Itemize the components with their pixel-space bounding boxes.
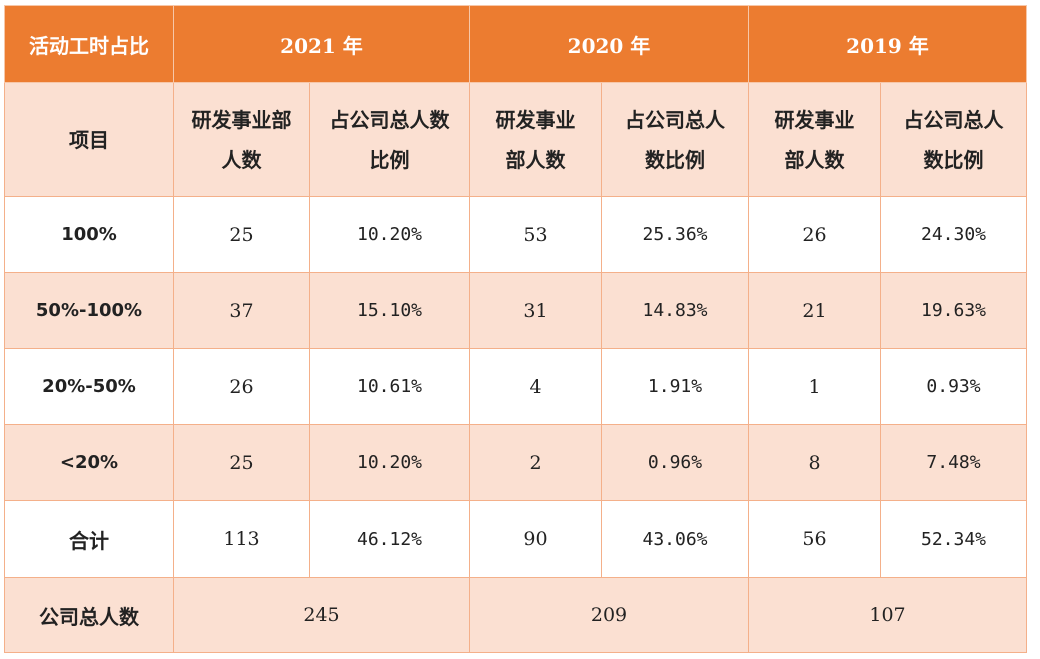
- company-total-label: 公司总人数: [4, 577, 174, 653]
- year-2020-header: 2020 年: [469, 5, 749, 83]
- cell-2021-ratio: 46.12%: [309, 500, 470, 578]
- company-total-2021: 245: [173, 577, 470, 653]
- cell-2020-count: 31: [469, 272, 602, 349]
- header-corner: 活动工时占比: [4, 5, 174, 83]
- table-container: 活动工时占比 2021 年 2020 年 2019 年 项目 研发事业部 人数 占…: [4, 5, 1027, 653]
- cell-2019-ratio: 0.93%: [880, 348, 1027, 425]
- year-2019-header: 2019 年: [748, 5, 1027, 83]
- table-row: 50%-100% 37 15.10% 31 14.83% 21 19.63%: [4, 272, 1027, 349]
- cell-2020-ratio: 14.83%: [601, 272, 749, 349]
- table-row: 20%-50% 26 10.61% 4 1.91% 1 0.93%: [4, 348, 1027, 425]
- cell-2019-count: 21: [748, 272, 881, 349]
- cell-2021-ratio: 10.61%: [309, 348, 470, 425]
- cell-2019-ratio: 7.48%: [880, 424, 1027, 501]
- company-ratio-header-2021: 占公司总人数 比例: [309, 82, 470, 197]
- company-total-2019: 107: [748, 577, 1027, 653]
- cell-2020-count: 4: [469, 348, 602, 425]
- company-total-2020: 209: [469, 577, 749, 653]
- item-header: 项目: [4, 82, 174, 197]
- cell-2020-ratio: 25.36%: [601, 196, 749, 273]
- cell-2021-count: 26: [173, 348, 310, 425]
- cell-2019-count: 26: [748, 196, 881, 273]
- cell-2020-count: 90: [469, 500, 602, 578]
- cell-2020-count: 2: [469, 424, 602, 501]
- cell-2021-count: 25: [173, 196, 310, 273]
- table-row: 100% 25 10.20% 53 25.36% 26 24.30%: [4, 196, 1027, 273]
- cell-2021-count: 113: [173, 500, 310, 578]
- company-total-row: 公司总人数 245 209 107: [4, 577, 1027, 653]
- cell-2021-ratio: 10.20%: [309, 196, 470, 273]
- table-row: <20% 25 10.20% 2 0.96% 8 7.48%: [4, 424, 1027, 501]
- cell-2020-ratio: 0.96%: [601, 424, 749, 501]
- activity-hours-table: 活动工时占比 2021 年 2020 年 2019 年 项目 研发事业部 人数 占…: [4, 5, 1027, 653]
- row-label: <20%: [4, 424, 174, 501]
- cell-2019-count: 56: [748, 500, 881, 578]
- row-label: 20%-50%: [4, 348, 174, 425]
- cell-2020-ratio: 1.91%: [601, 348, 749, 425]
- cell-2020-count: 53: [469, 196, 602, 273]
- total-row: 合计 113 46.12% 90 43.06% 56 52.34%: [4, 500, 1027, 578]
- cell-2021-count: 37: [173, 272, 310, 349]
- dept-count-header-2020: 研发事业 部人数: [469, 82, 602, 197]
- year-2021-header: 2021 年: [173, 5, 470, 83]
- cell-2019-ratio: 19.63%: [880, 272, 1027, 349]
- row-label: 50%-100%: [4, 272, 174, 349]
- company-ratio-header-2019: 占公司总人 数比例: [880, 82, 1027, 197]
- cell-2019-ratio: 52.34%: [880, 500, 1027, 578]
- cell-2019-count: 1: [748, 348, 881, 425]
- cell-2020-ratio: 43.06%: [601, 500, 749, 578]
- row-label-total: 合计: [4, 500, 174, 578]
- dept-count-header-2021: 研发事业部 人数: [173, 82, 310, 197]
- subheader-row: 项目 研发事业部 人数 占公司总人数 比例 研发事业 部人数 占公司总人 数比例 研发事…: [4, 82, 1027, 197]
- cell-2021-ratio: 15.10%: [309, 272, 470, 349]
- cell-2019-ratio: 24.30%: [880, 196, 1027, 273]
- company-ratio-header-2020: 占公司总人 数比例: [601, 82, 749, 197]
- row-label: 100%: [4, 196, 174, 273]
- dept-count-header-2019: 研发事业 部人数: [748, 82, 881, 197]
- cell-2019-count: 8: [748, 424, 881, 501]
- cell-2021-ratio: 10.20%: [309, 424, 470, 501]
- header-row: 活动工时占比 2021 年 2020 年 2019 年: [4, 5, 1027, 83]
- cell-2021-count: 25: [173, 424, 310, 501]
